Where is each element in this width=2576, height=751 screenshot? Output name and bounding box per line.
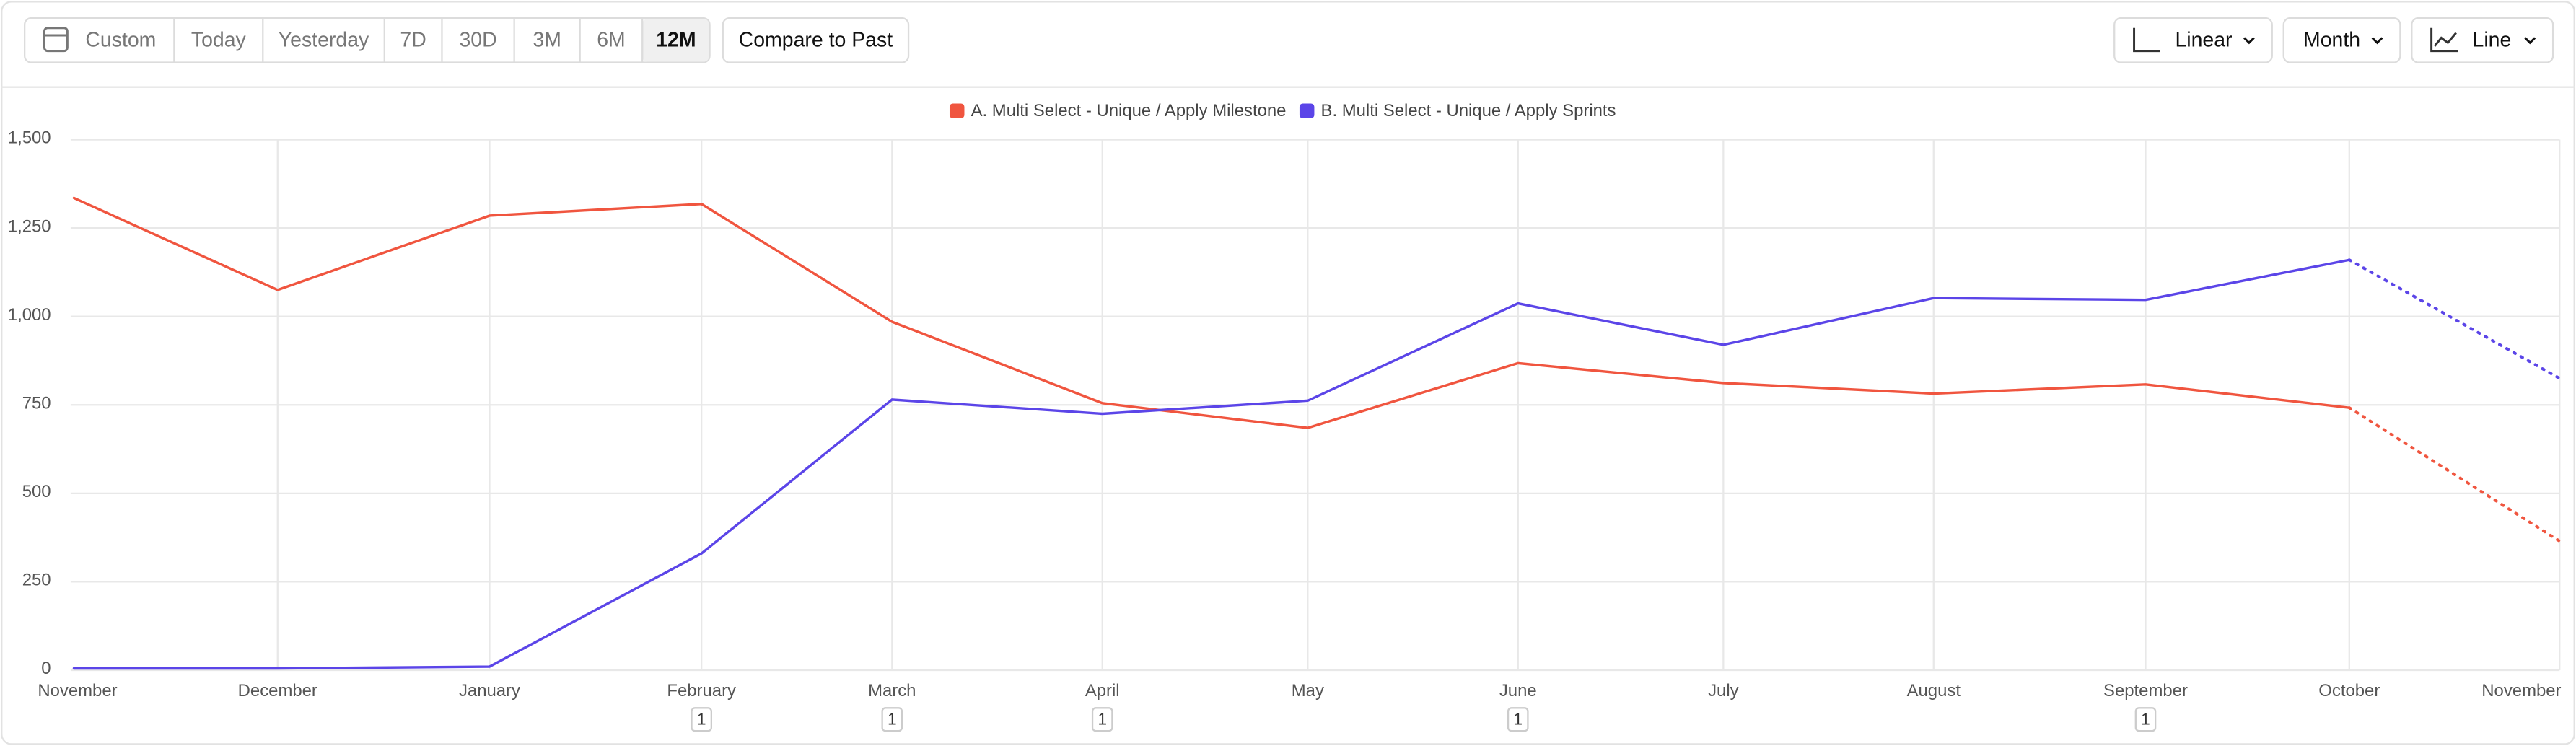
annotation-label[interactable]: 1 [1513,709,1523,728]
series-line [72,258,2351,670]
range-group [24,17,711,63]
x-tick-label: December [238,681,317,701]
incomplete-line [2347,406,2562,543]
range-button[interactable]: 7D [400,28,426,51]
control-icon [2133,27,2160,53]
compare-button-box[interactable] [722,17,910,63]
y-tick-label: 1,500 [8,128,51,148]
y-tick-label: 0 [41,659,51,678]
x-tick-label: July [1708,681,1739,701]
control-icon [2430,27,2458,53]
control-label[interactable]: Linear [2175,28,2232,51]
x-tick-label: March [868,681,916,701]
annotation-box[interactable] [881,707,903,732]
legend-label[interactable]: A. Multi Select - Unique / Apply Milesto… [971,101,1287,120]
x-tick-label: November [2481,681,2561,701]
range-selected [642,19,709,62]
chevron [2371,37,2383,45]
range-button[interactable]: 12M [656,28,696,51]
y-tick-label: 250 [22,571,51,590]
compare-button[interactable]: Compare to Past [739,28,893,51]
y-tick-label: 1,250 [8,216,51,236]
range-button[interactable]: 6M [597,28,626,51]
chevron [2524,37,2536,45]
control-label[interactable]: Month [2303,28,2360,51]
series-line [72,196,2351,429]
x-tick-label: May [1292,681,1324,701]
x-tick-label: June [1499,681,1537,701]
control-label[interactable]: Line [2473,28,2512,51]
range-button[interactable]: 3M [533,28,561,51]
x-tick-label: September [2103,681,2188,701]
annotation-label[interactable]: 1 [697,709,706,728]
x-tick-label: February [667,681,736,701]
annotation-box[interactable] [691,707,712,732]
legend-swatch[interactable] [1299,103,1315,118]
incomplete-line [2347,258,2562,380]
chevron [2243,37,2255,45]
control-box[interactable] [2282,17,2401,63]
annotation-box[interactable] [2134,707,2157,732]
x-tick-label: August [1907,681,1961,701]
annotation-label[interactable]: 1 [1098,709,1107,728]
annotation-label[interactable]: 1 [888,709,897,728]
legend-label[interactable]: B. Multi Select - Unique / Apply Sprints [1321,101,1616,120]
range-button[interactable]: Today [191,28,247,51]
calendar-icon [43,27,69,53]
y-tick-label: 750 [22,393,51,413]
annotation-box[interactable] [1091,707,1113,732]
x-tick-label: April [1085,681,1120,701]
range-button[interactable]: Custom [85,28,156,51]
y-tick-label: 500 [22,482,51,501]
range-button[interactable]: 30D [459,28,496,51]
x-tick-label: October [2318,681,2380,701]
x-tick-label: January [459,681,520,701]
range-button[interactable]: Yesterday [279,28,369,51]
x-tick-label: November [38,681,117,701]
y-tick-label: 1,000 [8,305,51,325]
legend-swatch[interactable] [949,103,965,118]
annotation-box[interactable] [1507,707,1529,732]
annotation-label[interactable]: 1 [2141,709,2150,728]
